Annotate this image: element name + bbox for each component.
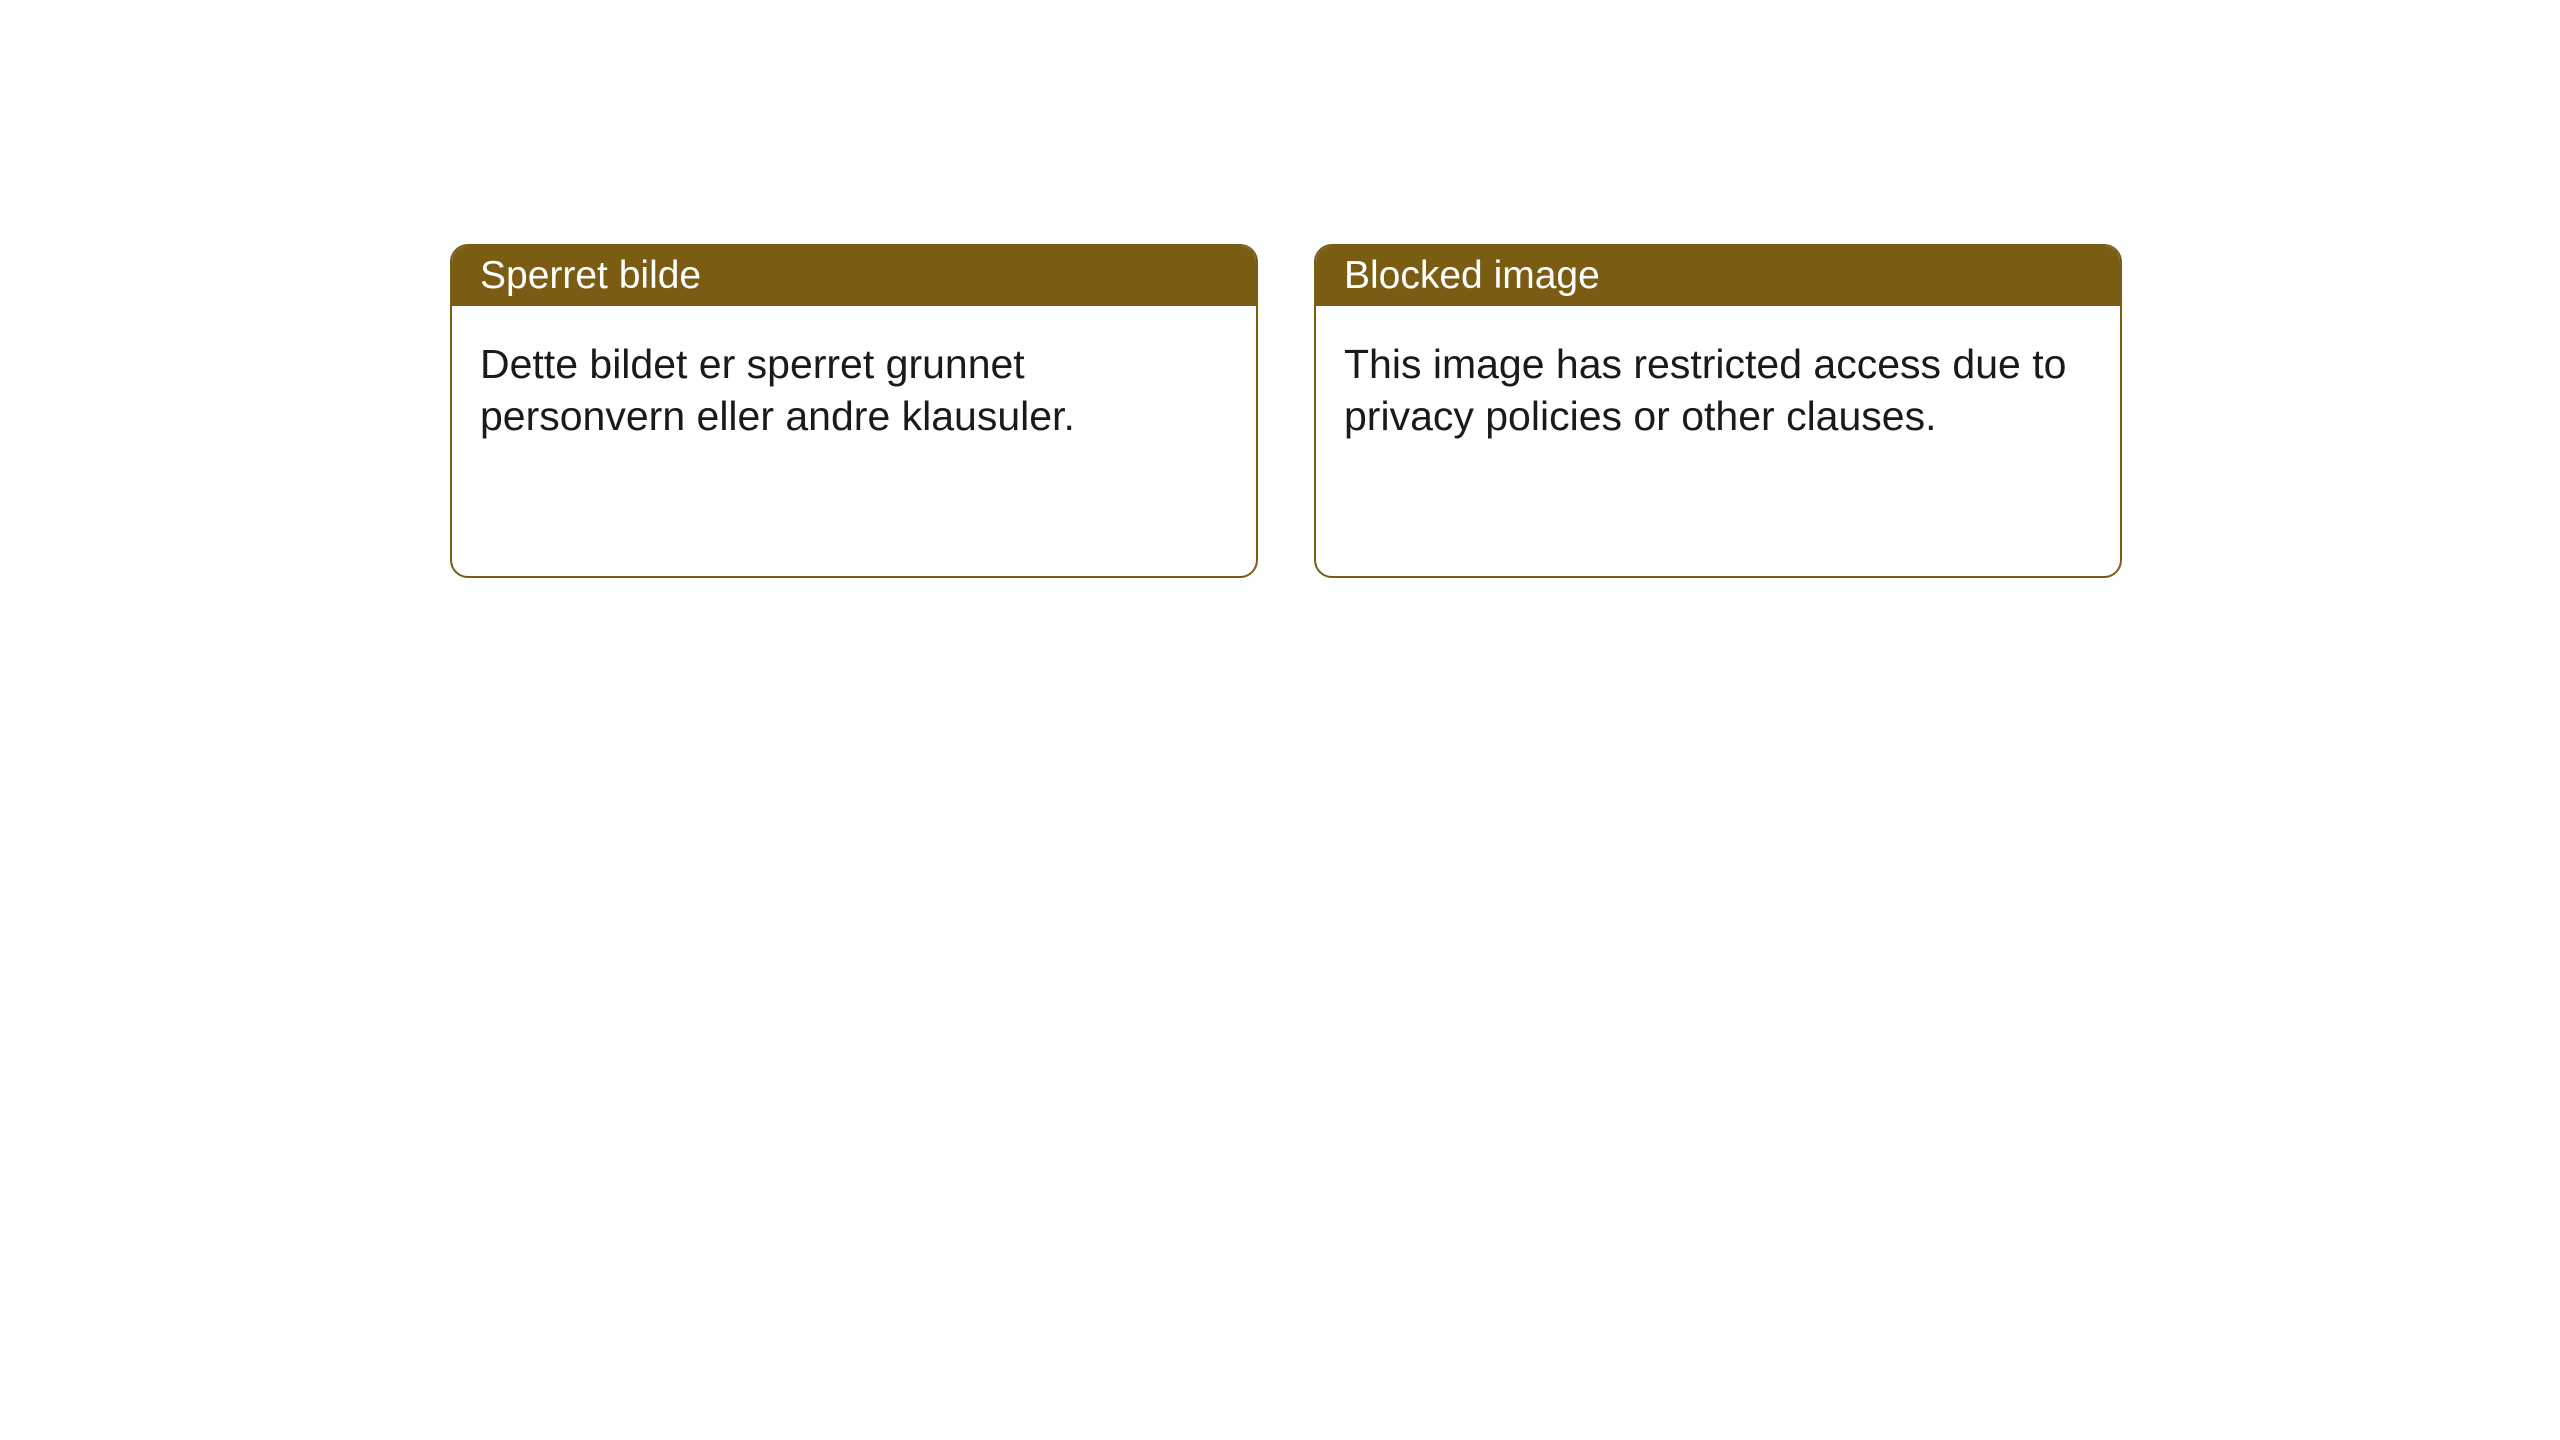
notice-header: Blocked image: [1316, 246, 2120, 306]
notice-body-text: Dette bildet er sperret grunnet personve…: [480, 341, 1075, 439]
notice-body-text: This image has restricted access due to …: [1344, 341, 2066, 439]
notice-header: Sperret bilde: [452, 246, 1256, 306]
notice-card-norwegian: Sperret bilde Dette bildet er sperret gr…: [450, 244, 1258, 578]
notice-body: This image has restricted access due to …: [1316, 306, 2120, 474]
notice-title: Blocked image: [1344, 254, 1600, 298]
notice-title: Sperret bilde: [480, 254, 701, 298]
notice-card-english: Blocked image This image has restricted …: [1314, 244, 2122, 578]
notice-container: Sperret bilde Dette bildet er sperret gr…: [0, 0, 2560, 578]
notice-body: Dette bildet er sperret grunnet personve…: [452, 306, 1256, 474]
